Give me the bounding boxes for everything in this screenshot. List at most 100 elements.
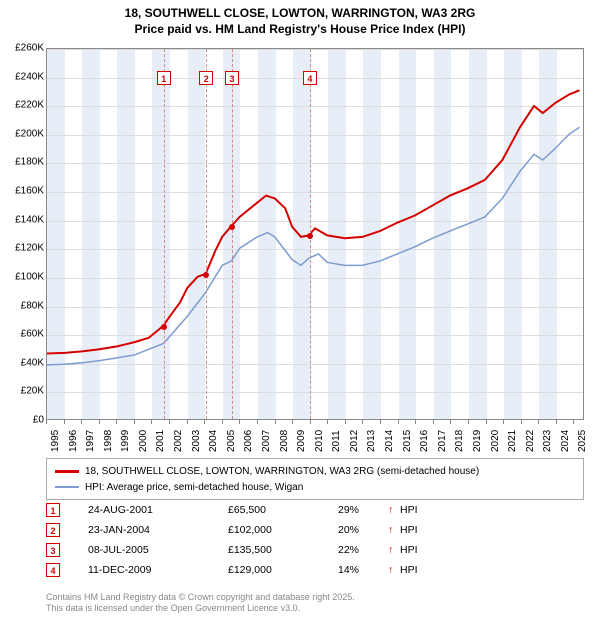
x-tick-label: 2004 <box>208 430 219 452</box>
x-tick-mark <box>99 420 100 424</box>
x-tick-label: 1999 <box>120 430 131 452</box>
transaction-hpi-label: HPI <box>400 564 418 576</box>
up-arrow-icon: ↑ <box>388 564 400 576</box>
legend-swatch-hpi <box>55 486 79 488</box>
transaction-hpi-label: HPI <box>400 524 418 536</box>
legend-box: 18, SOUTHWELL CLOSE, LOWTON, WARRINGTON,… <box>46 458 584 500</box>
sale-dot <box>229 224 235 230</box>
x-tick-label: 2024 <box>560 430 571 452</box>
x-tick-label: 2007 <box>261 430 272 452</box>
y-tick-label: £20K <box>4 386 44 397</box>
legend-swatch-price <box>55 470 79 473</box>
y-tick-label: £40K <box>4 357 44 368</box>
legend-label-price: 18, SOUTHWELL CLOSE, LOWTON, WARRINGTON,… <box>85 466 479 477</box>
transaction-pct: 29% <box>338 504 388 516</box>
transaction-marker: 2 <box>46 523 60 537</box>
y-tick-label: £180K <box>4 157 44 168</box>
sale-marker-box: 2 <box>199 71 213 85</box>
x-tick-mark <box>81 420 82 424</box>
transaction-date: 23-JAN-2004 <box>88 524 228 536</box>
x-tick-label: 2017 <box>437 430 448 452</box>
title-line-1: 18, SOUTHWELL CLOSE, LOWTON, WARRINGTON,… <box>0 6 600 22</box>
up-arrow-icon: ↑ <box>388 544 400 556</box>
y-tick-label: £160K <box>4 186 44 197</box>
x-tick-mark <box>46 420 47 424</box>
sale-dot <box>203 272 209 278</box>
transaction-date: 24-AUG-2001 <box>88 504 228 516</box>
transaction-row: 308-JUL-2005£135,50022%↑HPI <box>46 540 584 560</box>
sale-marker-box: 1 <box>157 71 171 85</box>
x-tick-mark <box>310 420 311 424</box>
x-tick-mark <box>292 420 293 424</box>
x-tick-label: 2016 <box>419 430 430 452</box>
transaction-price: £129,000 <box>228 564 338 576</box>
transactions-table: 124-AUG-2001£65,50029%↑HPI223-JAN-2004£1… <box>46 500 584 580</box>
y-tick-label: £140K <box>4 214 44 225</box>
chart-plot-area: 1234 <box>46 48 584 420</box>
y-tick-label: £100K <box>4 271 44 282</box>
series-line-price_paid <box>47 90 580 353</box>
footnote: Contains HM Land Registry data © Crown c… <box>46 592 355 614</box>
x-tick-label: 2015 <box>402 430 413 452</box>
chart-svg <box>47 49 583 419</box>
x-tick-mark <box>116 420 117 424</box>
y-tick-label: £220K <box>4 100 44 111</box>
x-tick-mark <box>433 420 434 424</box>
x-tick-label: 1997 <box>85 430 96 452</box>
x-tick-mark <box>450 420 451 424</box>
x-tick-mark <box>239 420 240 424</box>
x-tick-label: 2006 <box>243 430 254 452</box>
x-tick-mark <box>222 420 223 424</box>
sale-marker-line <box>206 49 207 419</box>
transaction-marker: 4 <box>46 563 60 577</box>
y-tick-label: £80K <box>4 300 44 311</box>
x-tick-mark <box>187 420 188 424</box>
transaction-marker: 1 <box>46 503 60 517</box>
transaction-date: 11-DEC-2009 <box>88 564 228 576</box>
transaction-pct: 22% <box>338 544 388 556</box>
transaction-hpi-label: HPI <box>400 504 418 516</box>
transaction-hpi-label: HPI <box>400 544 418 556</box>
x-tick-label: 1996 <box>68 430 79 452</box>
x-tick-mark <box>169 420 170 424</box>
y-tick-label: £240K <box>4 71 44 82</box>
y-tick-label: £60K <box>4 329 44 340</box>
x-tick-mark <box>380 420 381 424</box>
transaction-pct: 14% <box>338 564 388 576</box>
x-tick-mark <box>573 420 574 424</box>
footnote-line-1: Contains HM Land Registry data © Crown c… <box>46 592 355 603</box>
x-tick-label: 2019 <box>472 430 483 452</box>
x-tick-mark <box>64 420 65 424</box>
x-tick-label: 2020 <box>490 430 501 452</box>
x-tick-mark <box>521 420 522 424</box>
x-tick-mark <box>503 420 504 424</box>
x-tick-mark <box>468 420 469 424</box>
chart-container: 18, SOUTHWELL CLOSE, LOWTON, WARRINGTON,… <box>0 0 600 620</box>
x-tick-label: 1998 <box>103 430 114 452</box>
y-tick-label: £0 <box>4 415 44 426</box>
sale-dot <box>307 233 313 239</box>
x-tick-mark <box>257 420 258 424</box>
x-tick-label: 2012 <box>349 430 360 452</box>
legend-label-hpi: HPI: Average price, semi-detached house,… <box>85 482 303 493</box>
x-tick-mark <box>398 420 399 424</box>
x-tick-mark <box>134 420 135 424</box>
up-arrow-icon: ↑ <box>388 504 400 516</box>
footnote-line-2: This data is licensed under the Open Gov… <box>46 603 355 614</box>
transaction-price: £102,000 <box>228 524 338 536</box>
x-tick-label: 2010 <box>314 430 325 452</box>
up-arrow-icon: ↑ <box>388 524 400 536</box>
x-tick-mark <box>345 420 346 424</box>
x-tick-label: 2003 <box>191 430 202 452</box>
x-tick-mark <box>362 420 363 424</box>
y-tick-label: £120K <box>4 243 44 254</box>
sale-marker-box: 4 <box>303 71 317 85</box>
transaction-price: £135,500 <box>228 544 338 556</box>
x-tick-label: 2002 <box>173 430 184 452</box>
sale-marker-line <box>164 49 165 419</box>
x-tick-label: 2014 <box>384 430 395 452</box>
x-tick-label: 2008 <box>279 430 290 452</box>
x-tick-label: 2018 <box>454 430 465 452</box>
x-tick-mark <box>486 420 487 424</box>
x-tick-mark <box>556 420 557 424</box>
